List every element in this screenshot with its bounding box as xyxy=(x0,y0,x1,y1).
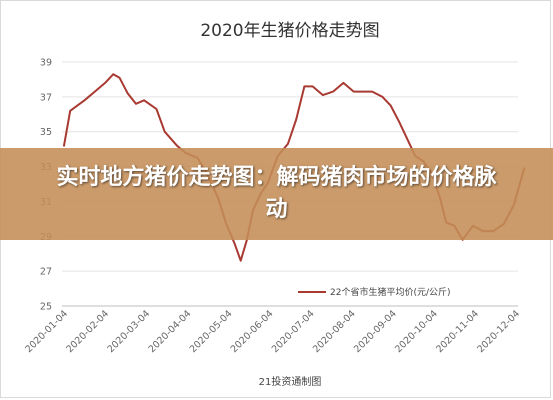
x-axis-tick-labels: 2020-01-042020-02-042020-03-042020-04-04… xyxy=(23,308,522,355)
x-tick-label: 2020-06-04 xyxy=(229,308,276,355)
legend: 22个省市生猪平均价(元/公斤) xyxy=(298,286,451,298)
x-tick-label: 2020-08-04 xyxy=(311,308,358,355)
headline-text: 实时地方猪价走势图：解码猪肉市场的价格脉动 xyxy=(56,165,497,222)
y-tick-label: 37 xyxy=(40,92,52,103)
chart-title: 2020年生猪价格走势图 xyxy=(200,21,379,41)
x-tick-label: 2020-11-04 xyxy=(434,308,481,355)
headline-banner: 实时地方猪价走势图：解码猪肉市场的价格脉动 xyxy=(0,148,553,240)
legend-label: 22个省市生猪平均价(元/公斤) xyxy=(330,286,451,298)
y-tick-label: 27 xyxy=(40,267,52,278)
x-tick-label: 2020-03-04 xyxy=(105,308,152,355)
x-tick-label: 2020-01-04 xyxy=(23,308,70,355)
y-tick-label: 25 xyxy=(40,302,52,313)
x-tick-label: 2020-12-04 xyxy=(475,308,522,355)
y-tick-label: 39 xyxy=(40,58,52,69)
x-tick-label: 2020-04-04 xyxy=(147,308,194,355)
source-credit: 21投资通制图 xyxy=(259,375,322,388)
x-tick-label: 2020-10-04 xyxy=(393,308,440,355)
x-tick-label: 2020-02-04 xyxy=(64,308,111,355)
x-tick-label: 2020-07-04 xyxy=(270,308,317,355)
y-tick-label: 35 xyxy=(40,127,52,138)
x-tick-label: 2020-09-04 xyxy=(352,308,399,355)
x-tick-label: 2020-05-04 xyxy=(188,308,235,355)
